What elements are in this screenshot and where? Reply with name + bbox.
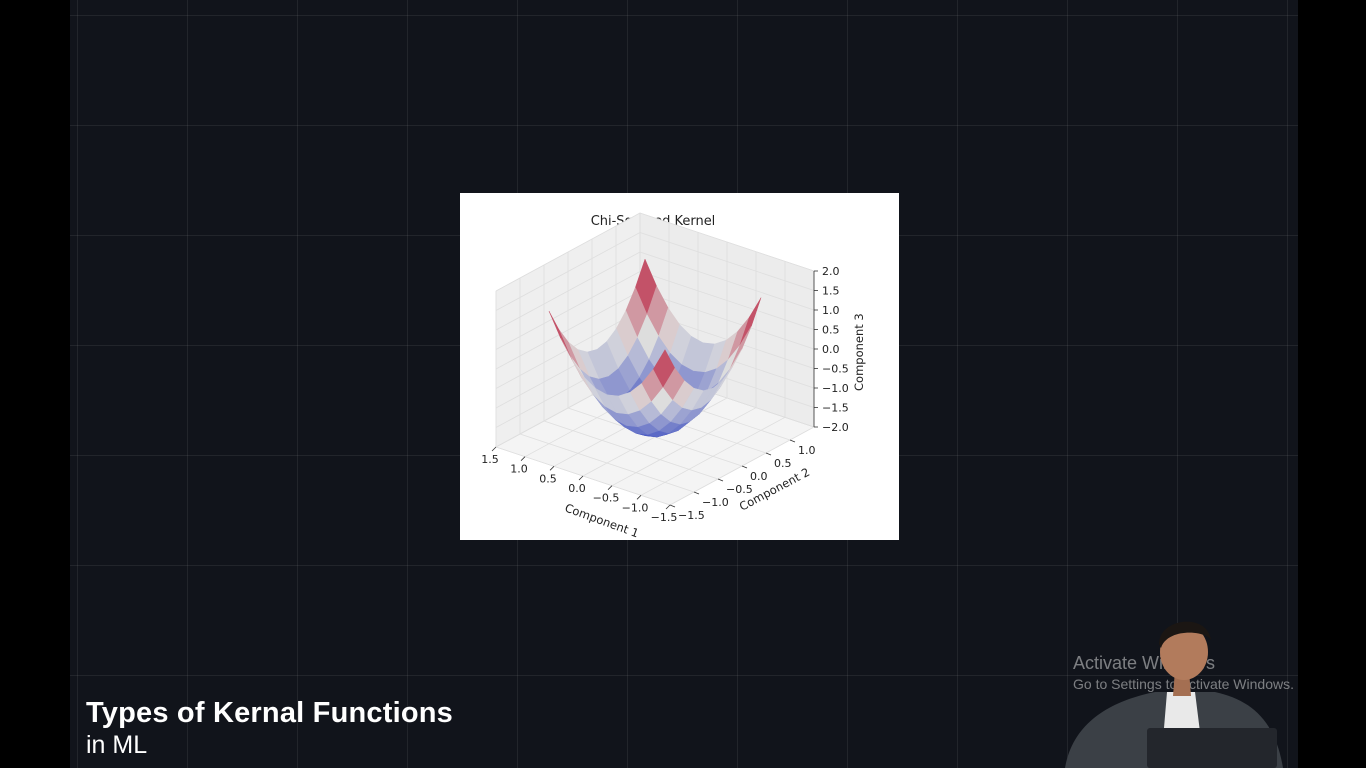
axis-tick bbox=[789, 439, 796, 443]
z-tick-label: 0.5 bbox=[822, 324, 840, 337]
slide-caption: Types of Kernal Functions in ML bbox=[86, 696, 453, 760]
z-axis-label: Component 3 bbox=[852, 313, 866, 391]
z-tick-label: −2.0 bbox=[822, 421, 849, 434]
chart-panel: Chi-Squared Kernel −1.5−1.0−0.50.00.51.0… bbox=[460, 193, 899, 540]
grid-line bbox=[495, 290, 641, 370]
x-tick-label: 0.0 bbox=[568, 482, 586, 495]
z-tick-label: 0.0 bbox=[822, 343, 840, 356]
grid-line bbox=[639, 212, 815, 272]
surface-patch bbox=[653, 349, 675, 388]
z-tick-label: 2.0 bbox=[822, 265, 840, 278]
axis-tick bbox=[741, 465, 748, 469]
y-tick-label: −1.0 bbox=[702, 496, 729, 509]
z-tick-label: 1.5 bbox=[822, 285, 840, 298]
caption-title: Types of Kernal Functions bbox=[86, 697, 454, 729]
chi-squared-surface-plot: Chi-Squared Kernel −1.5−1.0−0.50.00.51.0… bbox=[481, 212, 866, 540]
x-tick-label: 0.5 bbox=[539, 472, 557, 485]
z-tick-label: −1.0 bbox=[822, 382, 849, 395]
axis-tick bbox=[765, 452, 772, 456]
x-tick-label: 1.5 bbox=[481, 453, 499, 466]
grid-line bbox=[495, 271, 641, 350]
x-tick-label: −1.0 bbox=[622, 501, 649, 514]
y-tick-label: 1.0 bbox=[798, 444, 816, 457]
grid-line bbox=[495, 212, 641, 292]
x-tick-label: −1.5 bbox=[651, 511, 678, 524]
axis-tick bbox=[491, 446, 497, 452]
grid-line bbox=[495, 251, 641, 331]
caption-subtitle: in ML bbox=[86, 731, 148, 759]
axis-tick bbox=[717, 478, 724, 482]
axis-tick bbox=[636, 495, 642, 500]
axis-tick bbox=[549, 466, 555, 471]
z-tick-label: −1.5 bbox=[822, 402, 849, 415]
y-tick-label: 0.5 bbox=[774, 457, 792, 470]
axis-tick bbox=[669, 504, 676, 508]
x-tick-label: −0.5 bbox=[593, 492, 620, 505]
y-tick-label: 0.0 bbox=[750, 470, 768, 483]
grid-line bbox=[639, 232, 815, 291]
axis-tick bbox=[693, 491, 700, 495]
axis-tick bbox=[607, 485, 613, 490]
presenter-webcam-figure bbox=[1065, 621, 1283, 768]
y-tick-label: −0.5 bbox=[726, 483, 753, 496]
grid-line bbox=[639, 271, 815, 330]
z-tick-label: 1.0 bbox=[822, 304, 840, 317]
axis-tick bbox=[520, 456, 526, 461]
axis-tick bbox=[665, 504, 671, 510]
grid-line bbox=[639, 251, 815, 311]
x-tick-label: 1.0 bbox=[510, 463, 528, 476]
y-tick-label: −1.5 bbox=[678, 509, 705, 522]
grid-line bbox=[639, 290, 815, 350]
axis-tick bbox=[578, 475, 584, 481]
z-tick-label: −0.5 bbox=[822, 363, 849, 376]
grid-line bbox=[495, 232, 641, 311]
